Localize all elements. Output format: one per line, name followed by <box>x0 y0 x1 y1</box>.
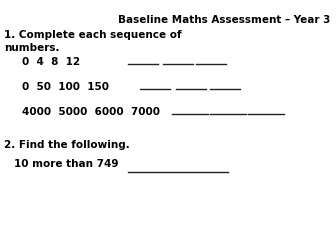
Text: 2. Find the following.: 2. Find the following. <box>4 140 130 150</box>
Text: 1. Complete each sequence of
numbers.: 1. Complete each sequence of numbers. <box>4 30 182 53</box>
Text: 4000  5000  6000  7000: 4000 5000 6000 7000 <box>22 107 160 117</box>
Text: 10 more than 749: 10 more than 749 <box>14 159 119 169</box>
Text: 0  50  100  150: 0 50 100 150 <box>22 82 109 92</box>
Text: 0  4  8  12: 0 4 8 12 <box>22 57 80 67</box>
Text: Baseline Maths Assessment – Year 3: Baseline Maths Assessment – Year 3 <box>118 15 330 25</box>
